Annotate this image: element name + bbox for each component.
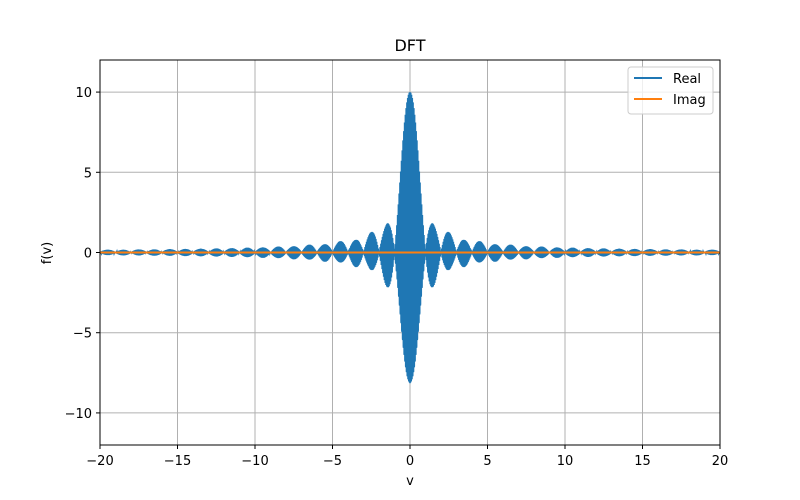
legend-label-real: Real [673,72,701,87]
x-tick-label: 20 [712,454,729,469]
x-tick-label: −20 [86,454,113,469]
y-tick-label: 0 [84,247,92,262]
x-tick-label: −10 [241,454,268,469]
y-tick-label: 10 [75,86,92,101]
y-tick-label: −5 [73,327,92,342]
x-tick-label: 5 [483,454,491,469]
legend: Real Imag [628,67,713,114]
x-tick-label: 15 [634,454,651,469]
x-tick-label: 0 [406,454,414,469]
x-tick-label: 10 [557,454,574,469]
chart-title: DFT [394,36,425,55]
legend-label-imag: Imag [673,93,706,108]
y-axis-label: f(v) [40,242,55,264]
x-tick-label: −5 [323,454,342,469]
x-tick-label: −15 [164,454,191,469]
y-tick-label: 5 [84,166,92,181]
y-tick-label: −10 [65,407,92,422]
x-axis-label: v [406,474,414,489]
